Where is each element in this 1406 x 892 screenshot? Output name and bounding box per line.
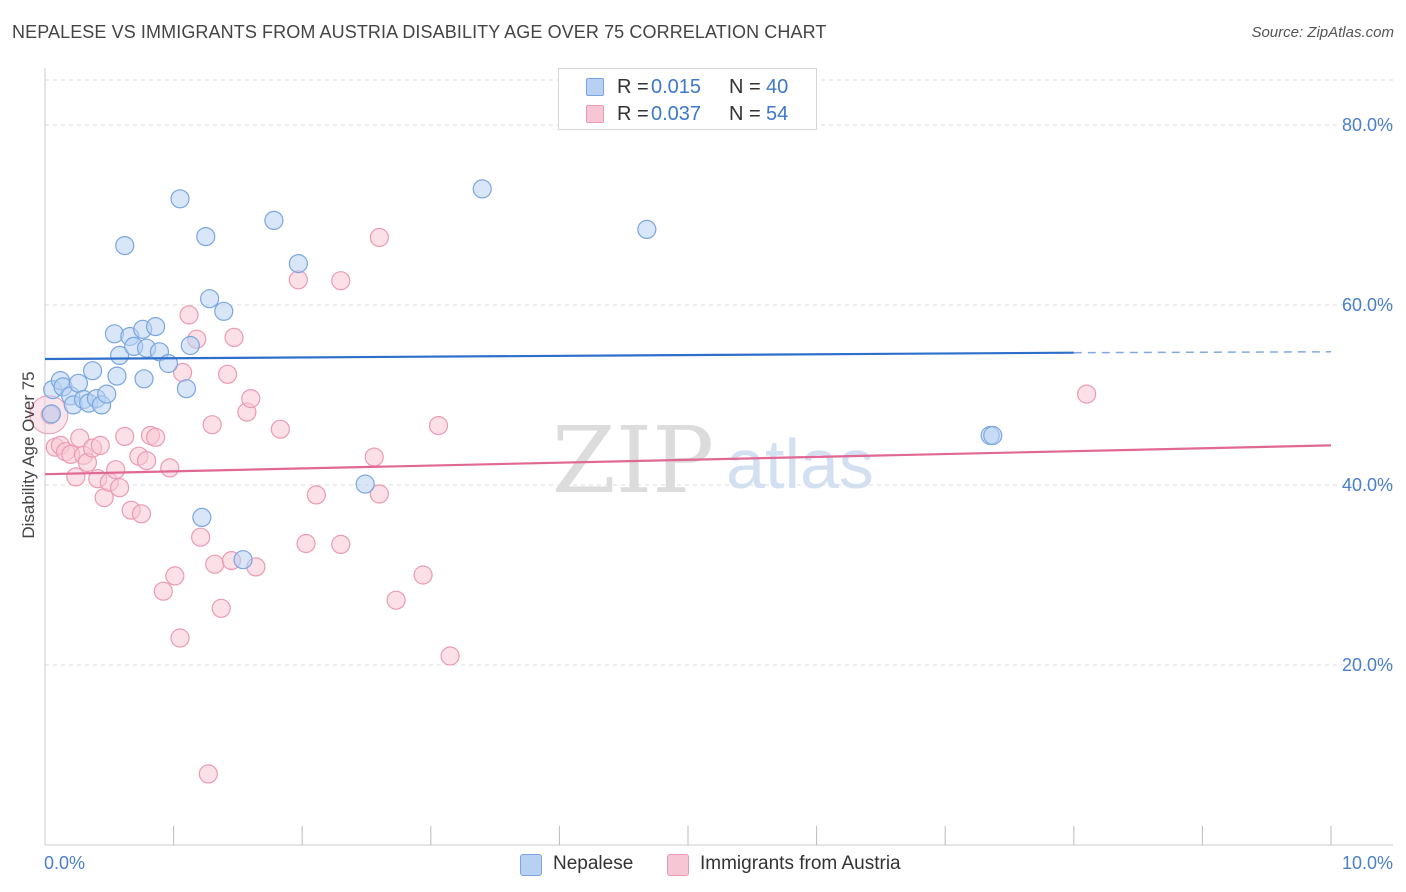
nepalese-point: [637, 219, 657, 239]
source-credit: Source: ZipAtlas.com: [1251, 24, 1394, 41]
n-value: 54: [766, 103, 789, 125]
y-tick-label: 40.0%: [1342, 475, 1393, 495]
y-tick-label: 60.0%: [1342, 295, 1393, 315]
austria-trend-line: [44, 444, 1332, 476]
x-tick-label: 0.0%: [44, 853, 85, 873]
r-label: R =: [617, 103, 649, 125]
axes: [44, 68, 1393, 846]
austria-point: [153, 581, 173, 601]
austria-point: [115, 426, 135, 446]
austria-point: [288, 270, 308, 290]
nepalese-point: [176, 379, 197, 399]
austria-point: [131, 504, 152, 524]
nepalese-point: [192, 507, 212, 528]
austria-point: [296, 533, 316, 554]
nepalese-point: [41, 404, 62, 424]
nepalese-point: [196, 227, 216, 247]
nepalese-point: [82, 361, 103, 381]
austria-point: [369, 227, 389, 248]
austria-point: [160, 458, 180, 478]
nepalese-point: [134, 369, 154, 389]
nepalese-trend-line: [44, 351, 1074, 361]
series-nepalese-points: [41, 179, 1003, 570]
austria-point: [198, 764, 218, 784]
austria-swatch: [586, 105, 604, 123]
correlation-legend: R = 0.015 N = 40 R = 0.037 N = 54: [558, 68, 817, 130]
nepalese-point: [288, 254, 308, 274]
n-value: 40: [766, 76, 789, 98]
austria-point: [136, 451, 157, 471]
x-tick-label: 10.0%: [1342, 853, 1393, 873]
austria-point: [241, 389, 261, 409]
y-tick-label: 20.0%: [1342, 655, 1393, 675]
austria-point: [179, 305, 199, 325]
nepalese-swatch: [586, 78, 604, 96]
austria-point: [90, 435, 110, 455]
austria-point: [191, 527, 211, 547]
nepalese-point: [983, 425, 1003, 446]
legend-label: Nepalese: [553, 853, 634, 874]
nepalese-point: [180, 335, 200, 356]
austria-point: [331, 534, 351, 555]
nepalese-point: [200, 289, 220, 309]
austria-point: [211, 598, 231, 618]
legend-label: Immigrants from Austria: [700, 853, 901, 874]
austria-point: [428, 416, 449, 436]
nepalese-point: [214, 301, 234, 321]
austria-point: [386, 590, 406, 610]
r-label: R =: [617, 76, 649, 98]
y-tick-label: 80.0%: [1342, 115, 1393, 135]
austria-point: [306, 485, 326, 505]
nepalese-point: [472, 179, 492, 199]
series-legend: Nepalese Immigrants from Austria: [0, 852, 1406, 878]
tick-labels: 20.0% 40.0% 60.0% 80.0% 0.0% 10.0%: [44, 115, 1393, 873]
n-label: N =: [729, 76, 761, 98]
austria-point: [202, 415, 222, 435]
austria-point: [270, 419, 290, 439]
austria-point: [440, 646, 460, 666]
austria-swatch: [667, 854, 689, 876]
trend-lines: [44, 351, 1332, 476]
y-axis-label: Disability Age Over 75: [19, 371, 38, 538]
austria-point: [170, 628, 190, 648]
nepalese-point: [109, 345, 130, 365]
watermark: ZIP atlas: [552, 407, 874, 514]
nepalese-point: [115, 236, 135, 256]
austria-point: [413, 565, 433, 585]
r-value: 0.015: [651, 76, 702, 98]
r-value: 0.037: [651, 103, 702, 125]
nepalese-swatch: [520, 854, 542, 876]
austria-point: [145, 427, 166, 447]
austria-point: [369, 484, 389, 504]
austria-point: [218, 364, 238, 384]
gridlines: [45, 79, 1393, 666]
watermark-atlas: atlas: [726, 425, 874, 503]
austria-point: [224, 327, 244, 347]
nepalese-point: [233, 550, 253, 570]
nepalese-point: [68, 373, 89, 393]
nepalese-point: [97, 384, 117, 404]
austria-point: [66, 467, 86, 487]
austria-point: [106, 460, 126, 480]
chart-title: NEPALESE VS IMMIGRANTS FROM AUSTRIA DISA…: [12, 22, 827, 42]
austria-point: [165, 566, 185, 586]
nepalese-point: [264, 210, 284, 230]
nepalese-trend-extension: [1073, 351, 1332, 354]
n-label: N =: [729, 103, 761, 125]
austria-point: [331, 271, 351, 291]
nepalese-point: [107, 366, 127, 386]
nepalese-point: [355, 474, 375, 494]
austria-point: [364, 447, 384, 467]
austria-point: [1077, 384, 1097, 404]
nepalese-point: [145, 317, 166, 337]
austria-point: [205, 554, 225, 574]
nepalese-point: [170, 189, 190, 209]
austria-point: [109, 478, 130, 498]
